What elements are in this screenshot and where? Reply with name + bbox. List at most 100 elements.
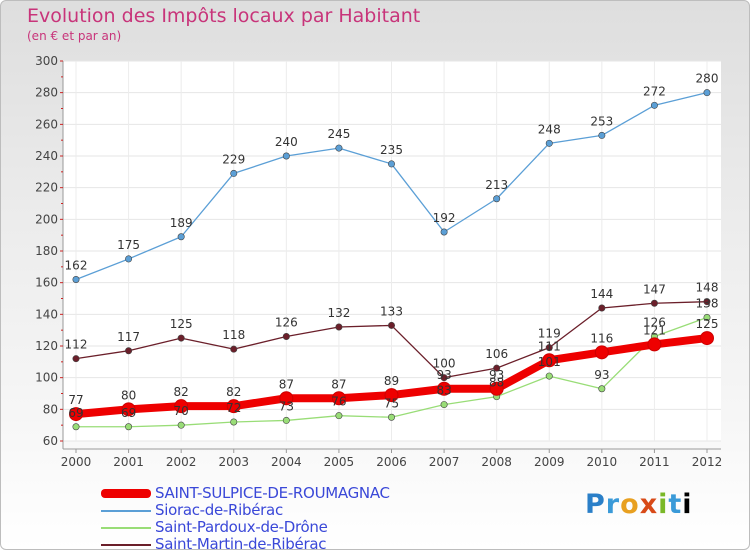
- data-point: [542, 353, 557, 368]
- data-label: 93: [436, 368, 451, 382]
- y-tick-label: 120: [35, 339, 58, 353]
- data-point: [125, 347, 133, 355]
- data-point: [174, 399, 189, 414]
- data-point: [437, 381, 452, 396]
- data-label: 280: [696, 72, 719, 86]
- data-point: [282, 416, 290, 424]
- data-label: 245: [327, 127, 350, 141]
- legend-swatch-siorac: [101, 510, 151, 512]
- y-tick-label: 240: [35, 149, 58, 163]
- x-tick-label: 2006: [376, 455, 407, 469]
- legend-label: SAINT-SULPICE-DE-ROUMAGNAC: [155, 484, 390, 502]
- data-label: 100: [433, 357, 456, 371]
- chart-subtitle: (en € et par an): [27, 29, 122, 43]
- data-point: [545, 139, 553, 147]
- data-point: [489, 381, 504, 396]
- data-label: 138: [696, 297, 719, 311]
- data-point: [387, 413, 395, 421]
- data-label: 133: [380, 304, 403, 318]
- x-tick-label: 2004: [271, 455, 302, 469]
- data-label: 116: [590, 331, 613, 345]
- data-point: [703, 298, 711, 306]
- data-point: [279, 391, 294, 406]
- data-label: 126: [275, 316, 298, 330]
- data-label: 147: [643, 282, 666, 296]
- data-point: [72, 355, 80, 363]
- data-point: [121, 402, 136, 417]
- data-label: 75: [384, 396, 399, 410]
- data-label: 101: [538, 355, 561, 369]
- y-tick-label: 100: [35, 371, 58, 385]
- data-label: 89: [384, 374, 399, 388]
- data-label: 93: [489, 368, 504, 382]
- legend-swatch-saint-martin: [101, 544, 151, 546]
- data-point: [282, 332, 290, 340]
- data-label: 83: [436, 384, 451, 398]
- data-point: [335, 412, 343, 420]
- data-label: 229: [222, 152, 245, 166]
- data-label: 111: [538, 339, 561, 353]
- data-point: [282, 152, 290, 160]
- data-label: 76: [331, 395, 346, 409]
- data-label: 87: [279, 377, 294, 391]
- data-point: [545, 372, 553, 380]
- x-tick-label: 2010: [587, 455, 618, 469]
- data-point: [440, 228, 448, 236]
- data-point: [177, 421, 185, 429]
- chart-title: Evolution des Impôts locaux par Habitant: [27, 5, 421, 27]
- data-point: [440, 374, 448, 382]
- data-point: [650, 299, 658, 307]
- y-tick-label: 160: [35, 276, 58, 290]
- x-tick-label: 2005: [324, 455, 355, 469]
- data-point: [493, 364, 501, 372]
- data-point: [440, 401, 448, 409]
- x-tick-label: 2008: [481, 455, 512, 469]
- data-label: 125: [170, 317, 193, 331]
- data-label: 106: [485, 347, 508, 361]
- data-label: 80: [121, 388, 136, 402]
- data-point: [335, 144, 343, 152]
- data-point: [125, 423, 133, 431]
- data-label: 118: [222, 328, 245, 342]
- x-tick-label: 2001: [113, 455, 144, 469]
- y-tick-label: 300: [35, 54, 58, 68]
- y-tick-label: 60: [43, 434, 58, 448]
- data-point: [647, 337, 662, 352]
- data-label: 162: [65, 259, 88, 273]
- data-label: 119: [538, 327, 561, 341]
- data-point: [594, 345, 609, 360]
- y-tick-label: 260: [35, 117, 58, 131]
- data-label: 112: [65, 338, 88, 352]
- legend-label: Siorac-de-Ribérac: [155, 501, 283, 519]
- data-point: [177, 334, 185, 342]
- data-point: [230, 345, 238, 353]
- data-point: [177, 233, 185, 241]
- y-tick-label: 220: [35, 181, 58, 195]
- data-label: 144: [590, 287, 613, 301]
- proxiti-logo: Proxiti: [585, 489, 693, 520]
- x-tick-label: 2011: [639, 455, 670, 469]
- data-label: 82: [174, 385, 189, 399]
- data-label: 93: [594, 368, 609, 382]
- x-tick-label: 2012: [692, 455, 723, 469]
- data-label: 175: [117, 238, 140, 252]
- data-label: 253: [590, 114, 613, 128]
- data-label: 117: [117, 330, 140, 344]
- data-label: 248: [538, 122, 561, 136]
- data-label: 272: [643, 84, 666, 98]
- data-point: [545, 344, 553, 352]
- data-label: 189: [170, 216, 193, 230]
- legend-swatch-saint-sulpice: [101, 489, 151, 498]
- x-tick-label: 2003: [218, 455, 249, 469]
- data-point: [331, 391, 346, 406]
- data-label: 126: [643, 316, 666, 330]
- data-point: [125, 255, 133, 263]
- x-tick-label: 2009: [534, 455, 565, 469]
- data-label: 87: [331, 377, 346, 391]
- data-point: [72, 423, 80, 431]
- y-tick-label: 200: [35, 212, 58, 226]
- data-point: [226, 399, 241, 414]
- y-tick-label: 140: [35, 307, 58, 321]
- data-point: [335, 323, 343, 331]
